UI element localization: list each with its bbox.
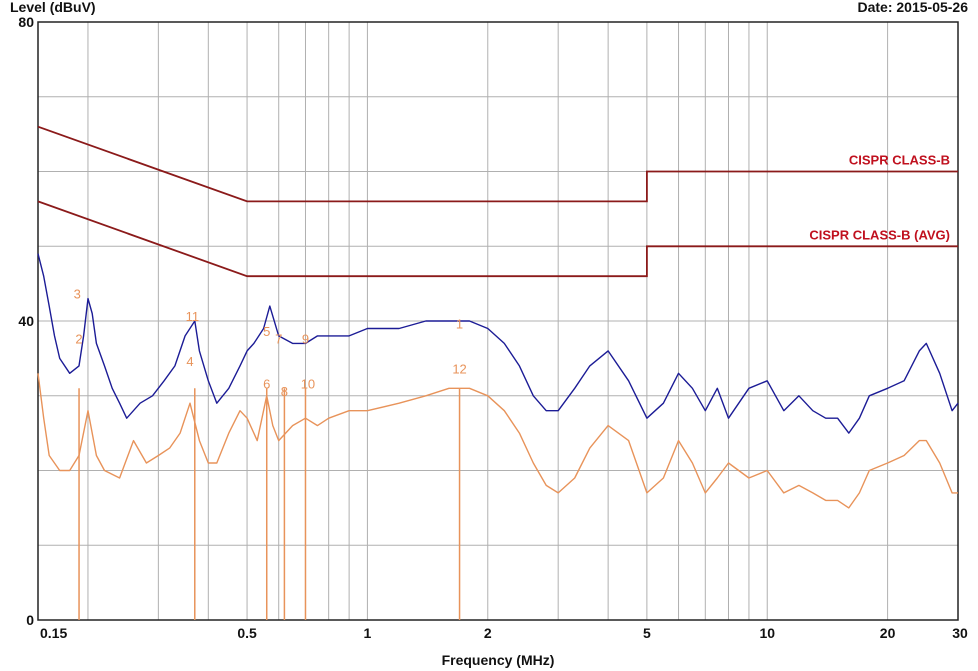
marker-label: 9 (302, 331, 309, 346)
y-tick-label: 40 (18, 313, 34, 329)
marker-label: 6 (263, 376, 270, 391)
marker-label: 3 (74, 287, 81, 302)
marker-label: 12 (452, 361, 466, 376)
avg-spikes (78, 388, 461, 620)
limit-lines: CISPR CLASS-B CISPR CLASS-B (AVG) (37, 125, 958, 278)
x-tick-label: 2 (484, 625, 492, 641)
marker-label: 11 (186, 309, 200, 324)
y-axis-label: Level (dBuV) (10, 0, 96, 15)
marker-label: 7 (275, 331, 282, 346)
y-tick-label: 80 (18, 14, 34, 30)
series-line (37, 373, 958, 509)
y-ticks: 0 40 80 (18, 14, 34, 628)
x-tick-label: 5 (643, 625, 651, 641)
x-tick-label: 0.5 (237, 625, 257, 641)
x-tick-label: 10 (759, 625, 775, 641)
marker-label: 8 (281, 384, 288, 399)
grid-lines (37, 21, 959, 621)
limit-label: CISPR CLASS-B (849, 153, 950, 168)
limit-label: CISPR CLASS-B (AVG) (809, 227, 950, 242)
x-axis-label: Frequency (MHz) (442, 652, 555, 668)
marker-label: 4 (186, 354, 193, 369)
marker-label: 1 (456, 316, 463, 331)
x-tick-label: 0.15 (40, 625, 67, 641)
x-ticks: 0.15 0.5 1 2 5 10 20 30 (40, 625, 968, 641)
series-line (37, 253, 959, 434)
data-series (37, 253, 959, 509)
y-tick-label: 0 (26, 612, 34, 628)
marker-label: 2 (75, 331, 82, 346)
plot-frame (37, 21, 959, 621)
marker-label: 5 (263, 324, 270, 339)
x-tick-label: 20 (880, 625, 896, 641)
marker-label: 10 (301, 376, 315, 391)
x-tick-label: 30 (952, 625, 968, 641)
limit-line (37, 200, 958, 278)
date-label: Date: 2015-05-26 (857, 0, 968, 15)
x-tick-label: 1 (364, 625, 372, 641)
limit-line (37, 125, 958, 203)
